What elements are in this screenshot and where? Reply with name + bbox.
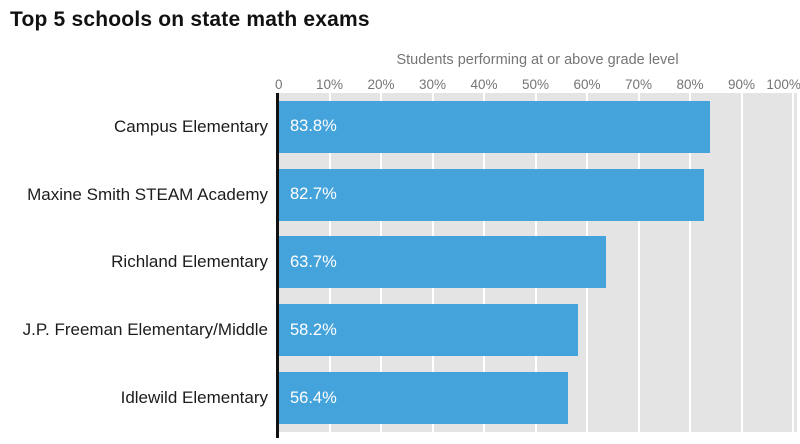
- gridline: [689, 93, 691, 432]
- category-label: Richland Elementary: [111, 252, 268, 272]
- x-axis-tick-label: 20%: [367, 77, 395, 92]
- bar-value-label: 58.2%: [290, 320, 337, 339]
- x-axis-tick-label: 50%: [521, 77, 550, 92]
- category-label: Maxine Smith STEAM Academy: [27, 184, 268, 204]
- x-axis-tick-label: 60%: [573, 77, 601, 92]
- bar: 63.7%: [278, 236, 607, 289]
- bar: 83.8%: [278, 100, 710, 153]
- x-axis-tick-label: 40%: [470, 77, 498, 92]
- x-axis-tick-label: 70%: [624, 77, 653, 92]
- gridline: [637, 93, 640, 432]
- y-axis-line: [276, 93, 279, 438]
- category-label: Campus Elementary: [113, 116, 268, 136]
- x-axis-tick-label: 90%: [727, 77, 756, 92]
- bar-row: 83.8%: [278, 93, 797, 161]
- gridline: [792, 93, 794, 432]
- bar-row: 82.7%: [278, 161, 797, 229]
- chart-title: Top 5 schools on state math exams: [10, 8, 370, 31]
- bar-rows: 83.8% 82.7% 63.7% 58.2% 56.4%: [278, 93, 797, 432]
- bar-row: 63.7%: [278, 229, 797, 297]
- bar-row: 58.2%: [278, 296, 797, 364]
- bar: 56.4%: [278, 372, 569, 425]
- plot-area: 83.8% 82.7% 63.7% 58.2% 56.4%: [278, 93, 797, 432]
- gridline: [740, 93, 743, 432]
- bar-value-label: 63.7%: [290, 252, 337, 271]
- x-axis-tick-label: 80%: [676, 77, 704, 92]
- bar-value-label: 56.4%: [290, 388, 337, 407]
- category-label: J.P. Freeman Elementary/Middle: [22, 320, 268, 340]
- category-label: Idlewild Elementary: [120, 388, 268, 408]
- x-axis-tick-label: 0: [274, 77, 283, 92]
- category-labels: Campus Elementary Maxine Smith STEAM Acad…: [0, 93, 268, 432]
- bar: 58.2%: [278, 304, 578, 357]
- bar: 82.7%: [278, 168, 704, 221]
- x-axis-ticks: 0 10% 20% 30% 40% 50% 60% 70% 80% 90% 100%: [274, 77, 800, 93]
- x-axis-tick-label: 30%: [418, 77, 447, 92]
- bar-row: 56.4%: [278, 364, 797, 432]
- bar-value-label: 83.8%: [290, 117, 337, 136]
- x-axis-title: Students performing at or above grade le…: [396, 52, 679, 68]
- bar-value-label: 82.7%: [290, 185, 337, 204]
- x-axis-tick-label: 10%: [315, 77, 344, 92]
- x-axis-tick-label: 100%: [766, 77, 800, 92]
